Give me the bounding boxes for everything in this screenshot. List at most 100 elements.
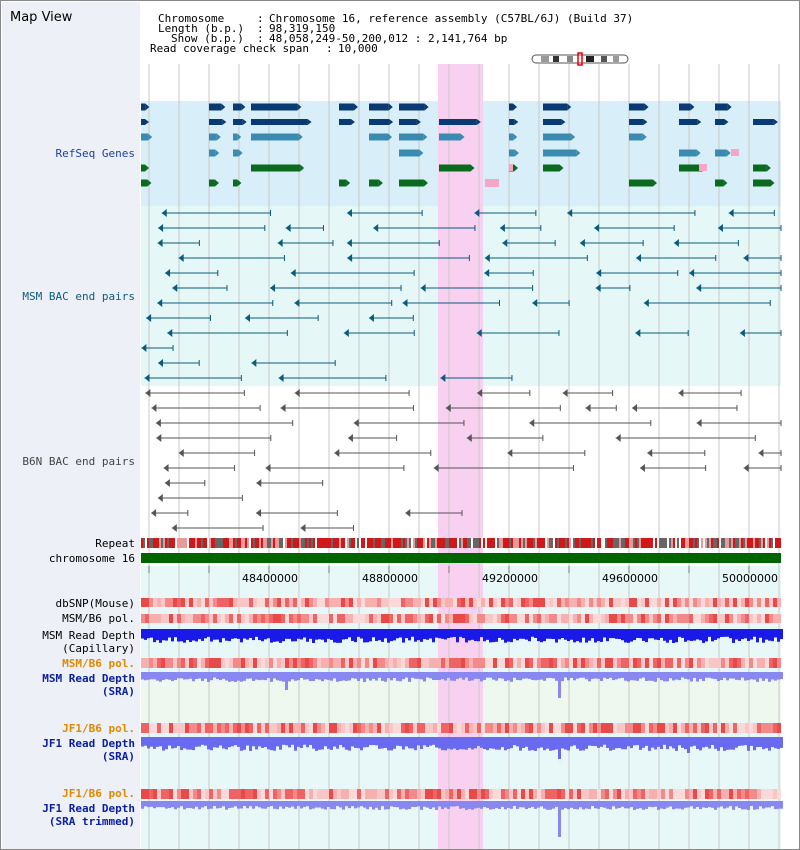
msm-bac-pair-end (285, 224, 291, 232)
jf1-depth-trim-bar (525, 801, 528, 810)
jf1-depth-trim-bar (270, 801, 273, 807)
msm-pol-cell (721, 614, 725, 623)
repeat-block (199, 538, 201, 548)
jf1-depth-sra-bar (333, 737, 336, 747)
jf1-pol-cell (345, 723, 349, 733)
repeat-block (307, 538, 309, 548)
repeat-block (693, 538, 695, 548)
jf1-pol2-cell (277, 789, 281, 799)
jf1-pol2-cell (485, 789, 489, 799)
msm-depth-cap-bar (345, 629, 348, 640)
msm-depth-sra-bar (219, 672, 222, 681)
track-label-refseq[interactable]: RefSeq Genes (55, 147, 135, 160)
msm-depth-cap-bar (591, 629, 594, 639)
jf1-depth-sra-bar (216, 737, 219, 748)
msm-depth-cap-bar (705, 629, 708, 642)
chromosome-key: Chromosome (158, 12, 225, 25)
repeat-block (171, 538, 173, 548)
repeat-block (489, 538, 491, 548)
dbsnp-cell (321, 598, 325, 607)
jf1-pol2-cell (261, 789, 265, 799)
track-label-b6n-bac[interactable]: B6N BAC end pairs (22, 455, 135, 468)
msm-pol2-cell (141, 658, 145, 668)
jf1-depth-trim-bar (633, 801, 636, 810)
jf1-depth-trim-bar (375, 801, 378, 808)
jf1-depth-sra-bar (231, 737, 234, 747)
jf1-pol2-cell (577, 789, 581, 799)
msm-depth-cap-bar (498, 629, 501, 638)
msm-pol-cell (349, 614, 353, 623)
ideogram-band (613, 56, 619, 62)
msm-pol2-cell (393, 658, 397, 668)
dbsnp-cell (625, 598, 629, 607)
jf1-pol2-cell (341, 789, 345, 799)
msm-pol2-cell (609, 658, 613, 668)
gene (209, 119, 223, 125)
dbsnp-cell (429, 598, 433, 607)
msm-pol-cell (669, 614, 673, 623)
jf1-pol2-cell (205, 789, 209, 799)
jf1-pol2-cell (549, 789, 553, 799)
jf1-depth-trim-bar (471, 801, 474, 810)
msm-bac-pair-end (144, 374, 150, 382)
msm-pol-cell (385, 614, 389, 623)
msm-bac-pair-end (595, 284, 601, 292)
jf1-pol-cell (741, 723, 745, 733)
repeat-block (533, 538, 535, 548)
msm-depth-sra-bar (438, 672, 441, 680)
msm-depth-cap-bar (504, 629, 507, 643)
msm-depth-cap-bar (459, 629, 462, 637)
jf1-depth-trim-bar (501, 801, 504, 807)
dbsnp-cell (665, 598, 669, 607)
msm-pol2-cell (377, 658, 381, 668)
jf1-depth-sra-bar (210, 737, 213, 751)
msm-depth-sra-bar (516, 672, 519, 680)
jf1-pol2-cell (713, 789, 717, 799)
msm-bac-pair-end (278, 374, 284, 382)
jf1-depth-trim-bar (276, 801, 279, 810)
repeat-block (771, 538, 773, 548)
track-label-panel (2, 2, 140, 849)
track-label-msm-depth-sra: MSM Read Depth (42, 672, 135, 685)
msm-pol-cell (701, 614, 705, 623)
track-label-msm-bac[interactable]: MSM BAC end pairs (22, 290, 135, 303)
b6n-bac-pair-end (647, 449, 653, 457)
jf1-depth-trim-bar (594, 801, 597, 809)
jf1-pol-cell (637, 723, 641, 733)
jf1-depth-sra-bar (252, 737, 255, 747)
jf1-pol-cell (765, 723, 769, 733)
jf1-depth-sra-bar (456, 737, 459, 750)
jf1-pol-cell (417, 723, 421, 733)
msm-pol-cell (357, 614, 361, 623)
dbsnp-cell (609, 598, 613, 607)
msm-depth-cap-bar (453, 629, 456, 637)
dbsnp-cell (597, 598, 601, 607)
jf1-depth-sra-bar (642, 737, 645, 748)
msm-depth-cap-bar (315, 629, 318, 640)
msm-depth-cap-bar (660, 629, 663, 638)
msm-pol2-cell (201, 658, 205, 668)
msm-pol2-cell (305, 658, 309, 668)
repeat-block (155, 538, 157, 548)
jf1-depth-trim-bar (513, 801, 516, 806)
msm-depth-sra-bar (192, 672, 195, 682)
jf1-pol2-cell (149, 789, 153, 799)
msm-pol2-cell (245, 658, 249, 668)
repeat-block (419, 538, 421, 548)
msm-pol2-cell (433, 658, 437, 668)
jf1-pol2-cell (569, 789, 573, 799)
msm-depth-sra-bar (522, 672, 525, 679)
jf1-depth-sra-bar (282, 737, 285, 745)
msm-bac-pair-end (172, 284, 178, 292)
jf1-depth-trim-bar (474, 801, 477, 809)
jf1-depth-sra-bar (714, 737, 717, 749)
msm-pol2-cell (633, 658, 637, 668)
jf1-pol2-cell (493, 789, 497, 799)
repeat-block (287, 538, 289, 548)
repeat-block (667, 538, 669, 548)
gene-arrow (237, 133, 242, 141)
msm-pol2-cell (653, 658, 657, 668)
msm-pol-cell (533, 614, 537, 623)
colon: : (257, 22, 264, 35)
jf1-pol-cell (405, 723, 409, 733)
